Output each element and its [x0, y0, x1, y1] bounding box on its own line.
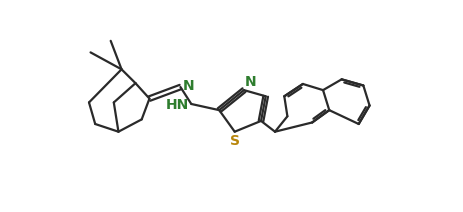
- Text: S: S: [230, 134, 240, 148]
- Text: N: N: [182, 79, 194, 93]
- Text: HN: HN: [165, 98, 188, 112]
- Text: N: N: [244, 75, 256, 89]
